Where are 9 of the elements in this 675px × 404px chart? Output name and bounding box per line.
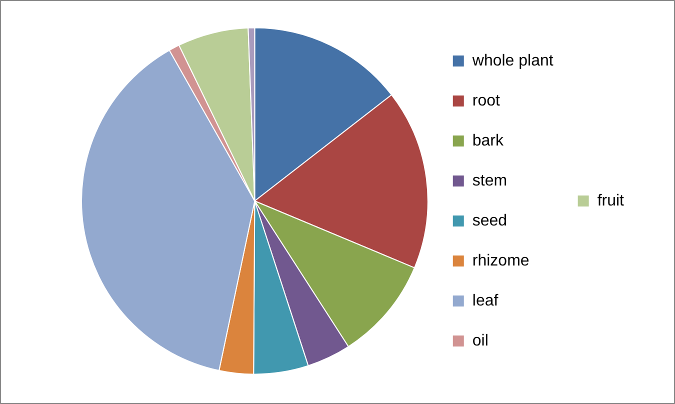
legend-label: rhizome (472, 252, 530, 270)
legend-label: leaf (472, 292, 499, 310)
legend-label: fruit (597, 192, 625, 210)
legend-label: stem (472, 172, 508, 190)
legend-label: bark (472, 132, 505, 150)
legend-label: whole plant (471, 52, 554, 70)
legend-label: root (472, 92, 501, 110)
legend-label: oil (472, 332, 488, 350)
legend-label: seed (472, 212, 508, 230)
